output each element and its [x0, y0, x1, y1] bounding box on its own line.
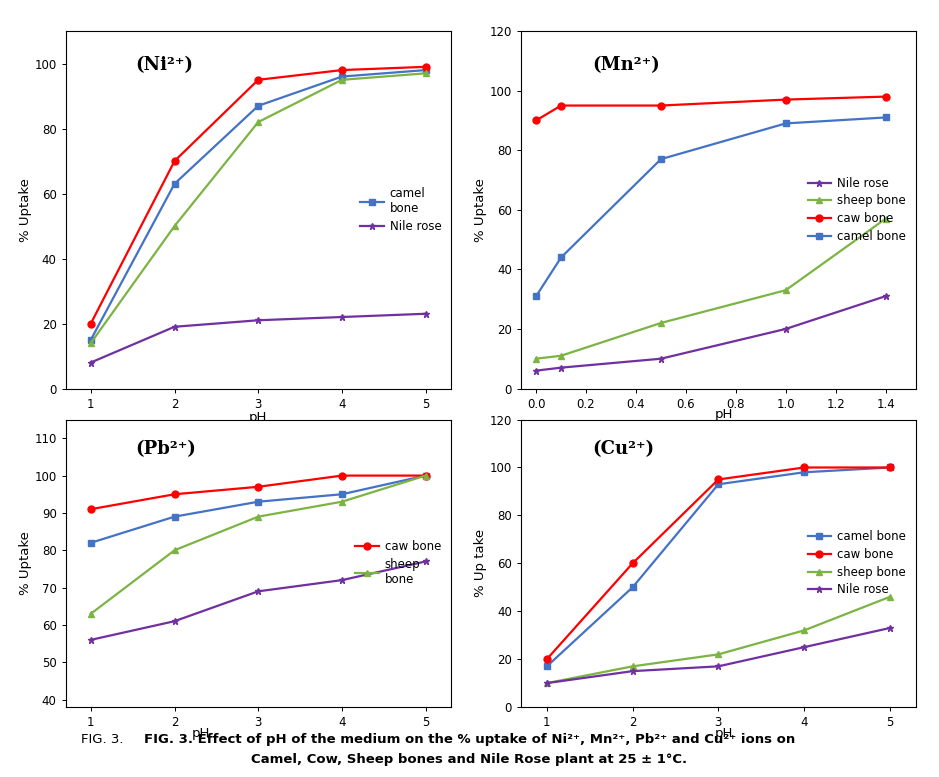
Text: (Pb²⁺): (Pb²⁺) — [135, 440, 196, 458]
Legend: caw bone, sheep
bone: caw bone, sheep bone — [352, 537, 445, 590]
X-axis label: pH: pH — [716, 727, 733, 740]
Y-axis label: % Uptake: % Uptake — [19, 178, 32, 242]
Legend: camel
bone, Nile rose: camel bone, Nile rose — [357, 183, 445, 236]
Legend: Nile rose, sheep bone, caw bone, camel bone: Nile rose, sheep bone, caw bone, camel b… — [804, 173, 910, 246]
X-axis label: pH: pH — [192, 727, 209, 740]
Text: (Ni²⁺): (Ni²⁺) — [135, 56, 193, 74]
Y-axis label: % Up take: % Up take — [474, 529, 487, 598]
X-axis label: pH: pH — [249, 410, 268, 423]
Y-axis label: % Uptake: % Uptake — [19, 531, 32, 595]
Text: Camel, Cow, Sheep bones and Nile Rose plant at 25 ± 1°C.: Camel, Cow, Sheep bones and Nile Rose pl… — [252, 754, 687, 766]
Text: (Mn²⁺): (Mn²⁺) — [593, 56, 660, 74]
Text: FIG. 3. Effect of pH of the medium on the % uptake of Ni²⁺, Mn²⁺, Pb²⁺ and Cu²⁺ : FIG. 3. Effect of pH of the medium on th… — [144, 733, 795, 746]
Y-axis label: % Uptake: % Uptake — [474, 178, 487, 242]
X-axis label: pH: pH — [716, 408, 733, 421]
Text: (Cu²⁺): (Cu²⁺) — [593, 440, 654, 458]
Text: FIG. 3.: FIG. 3. — [81, 733, 123, 746]
Legend: camel bone, caw bone, sheep bone, Nile rose: camel bone, caw bone, sheep bone, Nile r… — [804, 527, 910, 600]
